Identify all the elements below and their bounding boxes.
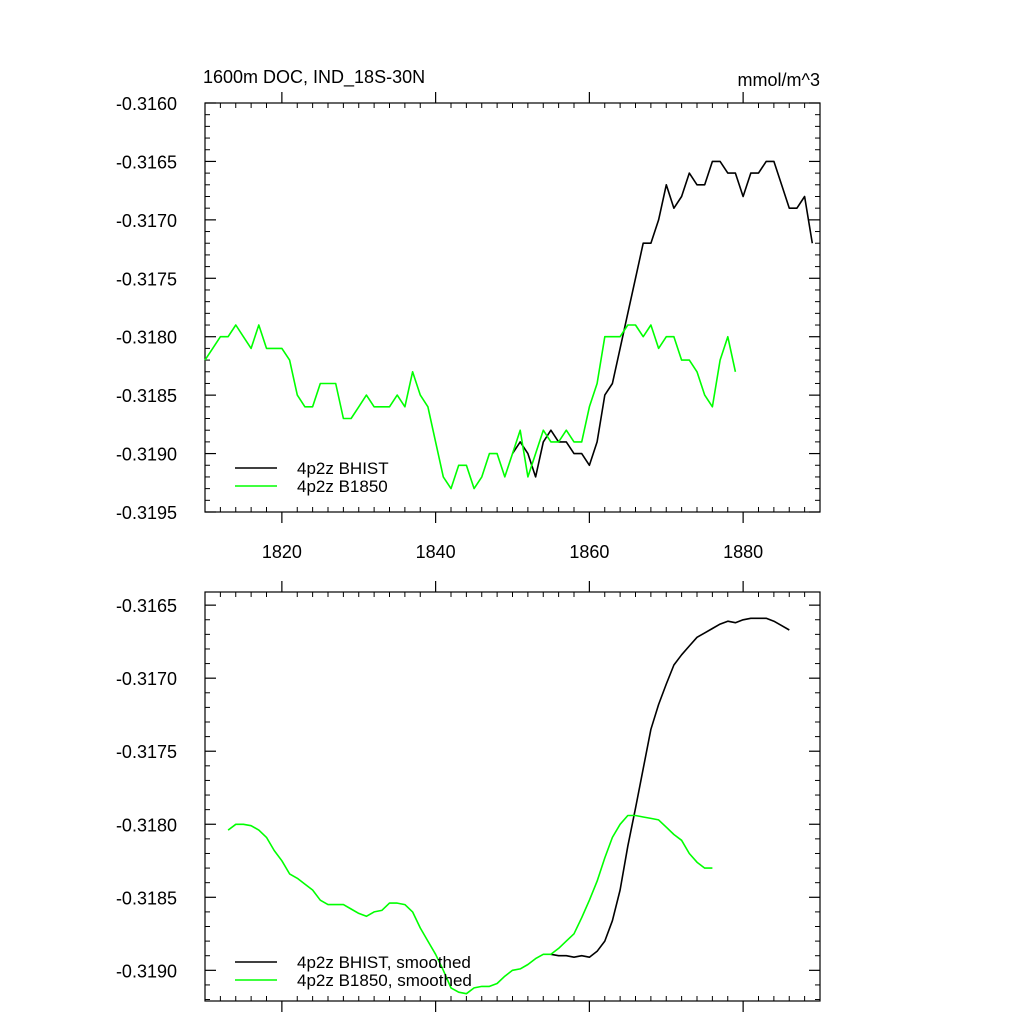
y-tick-label: -0.3180 — [116, 815, 177, 835]
chart-title: 1600m DOC, IND_18S-30N — [203, 67, 425, 88]
y-tick-label: -0.3190 — [116, 445, 177, 465]
series-line-2 — [227, 814, 713, 995]
legend-label: 4p2z BHIST — [297, 459, 389, 478]
plot-frame-bottom — [204, 591, 821, 1002]
y-tick-label: -0.3175 — [116, 269, 177, 289]
y-tick-label: -0.3170 — [116, 669, 177, 689]
x-tick-label: 1860 — [569, 542, 609, 562]
y-tick-label: -0.3175 — [116, 742, 177, 762]
y-tick-label: -0.3165 — [116, 596, 177, 616]
x-tick-label: 1880 — [723, 542, 763, 562]
series-line-2 — [204, 324, 737, 490]
y-tick-label: -0.3185 — [116, 386, 177, 406]
legend-label: 4p2z BHIST, smoothed — [297, 953, 471, 972]
units-label: mmol/m^3 — [738, 70, 820, 90]
legend-label: 4p2z B1850, smoothed — [297, 971, 472, 990]
y-tick-label: -0.3185 — [116, 888, 177, 908]
plot-frame-top — [204, 102, 821, 513]
series-line-1 — [511, 160, 814, 478]
legend-label: 4p2z B1850 — [297, 477, 388, 496]
bottom-series-lines — [227, 617, 790, 995]
y-tick-label: -0.3195 — [116, 503, 177, 523]
y-tick-label: -0.3190 — [116, 961, 177, 981]
y-tick-label: -0.3170 — [116, 211, 177, 231]
y-tick-label: -0.3165 — [116, 152, 177, 172]
y-tick-label: -0.3160 — [116, 94, 177, 114]
top-axes: 1820 1840 1860 1880 -0.3160 -0.3165 -0.3170 -0.… — [116, 92, 821, 562]
x-tick-label: 1820 — [262, 542, 302, 562]
bottom-axes: -0.3165 -0.3170 -0.3175 -0.3180 -0.3185 -0.31… — [116, 581, 821, 1012]
y-tick-label: -0.3180 — [116, 328, 177, 348]
top-series-lines — [204, 160, 814, 490]
series-line-1 — [550, 617, 790, 959]
x-tick-label: 1840 — [416, 542, 456, 562]
